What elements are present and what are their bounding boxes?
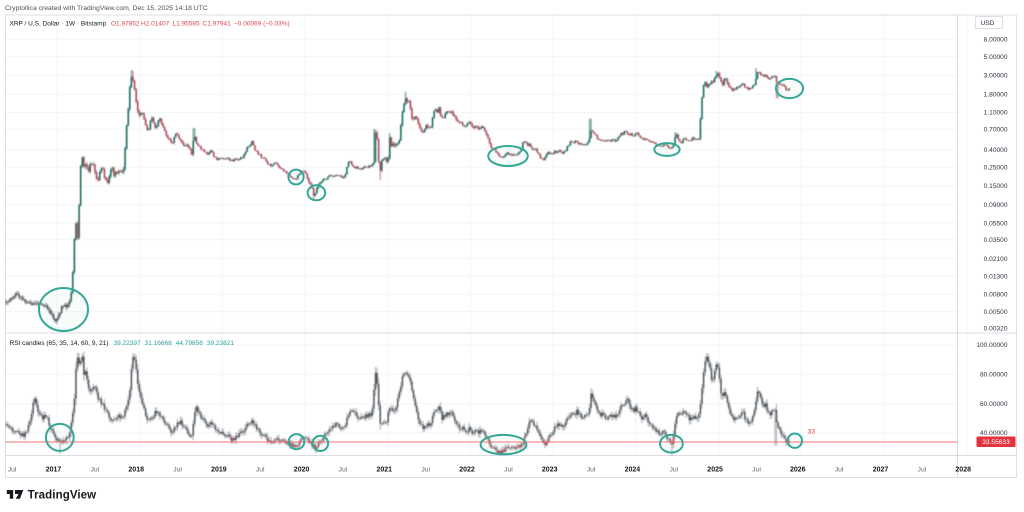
svg-text:0.00800: 0.00800: [984, 291, 1008, 298]
svg-text:Jul: Jul: [587, 467, 596, 474]
svg-text:TradingView: TradingView: [28, 490, 97, 502]
svg-text:Jul: Jul: [421, 467, 430, 474]
svg-text:2025: 2025: [707, 467, 723, 474]
svg-text:2024: 2024: [625, 467, 641, 474]
svg-text:0.00500: 0.00500: [984, 309, 1008, 316]
svg-text:1.80000: 1.80000: [984, 92, 1008, 99]
svg-text:O1.97852: O1.97852: [111, 20, 140, 27]
svg-text:0.00320: 0.00320: [984, 325, 1008, 332]
svg-text:Jul: Jul: [90, 467, 99, 474]
svg-text:Jul: Jul: [504, 467, 513, 474]
svg-text:100.00000: 100.00000: [976, 342, 1008, 349]
svg-text:2019: 2019: [211, 467, 227, 474]
svg-text:0.25000: 0.25000: [984, 164, 1008, 171]
svg-text:Cryptollica created with Tradi: Cryptollica created with TradingView.com…: [5, 5, 208, 12]
svg-text:RSI candles (65, 35, 14, 60, 9: RSI candles (65, 35, 14, 60, 9, 21) 39.22…: [10, 340, 235, 347]
svg-text:2018: 2018: [128, 467, 144, 474]
svg-text:0.05500: 0.05500: [984, 220, 1008, 227]
svg-text:Jul: Jul: [173, 467, 182, 474]
svg-text:8.00000: 8.00000: [984, 36, 1008, 43]
svg-text:2023: 2023: [542, 467, 558, 474]
svg-text:Jul: Jul: [835, 467, 844, 474]
svg-text:2026: 2026: [790, 467, 806, 474]
svg-text:Jul: Jul: [918, 467, 927, 474]
svg-text:2020: 2020: [294, 467, 310, 474]
svg-text:0.03500: 0.03500: [984, 237, 1008, 244]
svg-text:2022: 2022: [459, 467, 475, 474]
svg-text:Jul: Jul: [256, 467, 265, 474]
svg-text:L1.95585: L1.95585: [173, 20, 200, 27]
svg-text:Jul: Jul: [339, 467, 348, 474]
svg-text:0.09000: 0.09000: [984, 202, 1008, 209]
svg-text:5.00000: 5.00000: [984, 54, 1008, 61]
svg-text:0.15000: 0.15000: [984, 183, 1008, 190]
svg-text:2027: 2027: [873, 467, 889, 474]
svg-text:Jul: Jul: [669, 467, 678, 474]
svg-text:Jul: Jul: [8, 467, 17, 474]
svg-text:0.70000: 0.70000: [984, 126, 1008, 133]
svg-text:1.10000: 1.10000: [984, 110, 1008, 117]
svg-text:33.55633: 33.55633: [982, 439, 1010, 446]
svg-text:40.00000: 40.00000: [980, 430, 1008, 437]
svg-text:C1.97941: C1.97941: [203, 20, 232, 27]
svg-text:0.40000: 0.40000: [984, 147, 1008, 154]
svg-text:2028: 2028: [955, 467, 971, 474]
svg-text:Jul: Jul: [752, 467, 761, 474]
svg-text:60.00000: 60.00000: [980, 401, 1008, 408]
svg-text:−0.00069 (−0.03%): −0.00069 (−0.03%): [234, 20, 290, 27]
svg-text:3.00000: 3.00000: [984, 73, 1008, 80]
svg-text:80.00000: 80.00000: [980, 372, 1008, 379]
svg-text:XRP / U.S. Dollar · 1W · Bitst: XRP / U.S. Dollar · 1W · Bitstamp: [10, 20, 107, 27]
svg-text:2017: 2017: [46, 467, 62, 474]
svg-text:0.01300: 0.01300: [984, 274, 1008, 281]
svg-text:2021: 2021: [377, 467, 393, 474]
svg-text:0.02100: 0.02100: [984, 256, 1008, 263]
svg-text:H2.01407: H2.01407: [141, 20, 170, 27]
svg-text:33: 33: [808, 429, 816, 436]
svg-text:USD: USD: [981, 20, 995, 27]
